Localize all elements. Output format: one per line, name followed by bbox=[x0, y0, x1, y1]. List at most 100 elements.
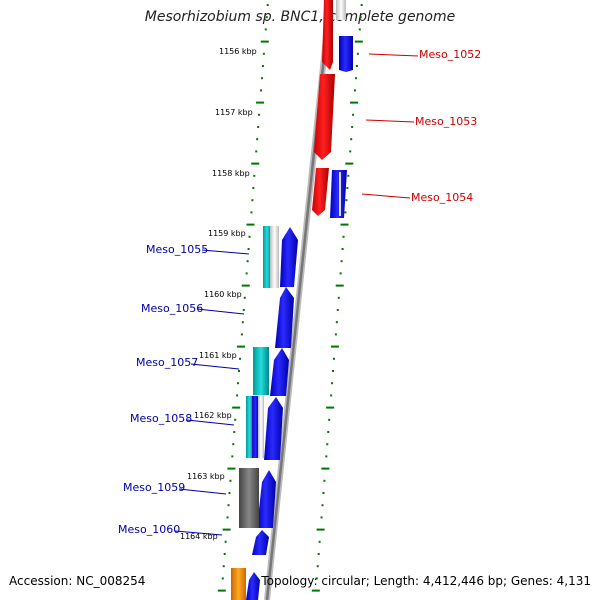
tick-mark bbox=[243, 296, 246, 299]
tick-mark bbox=[358, 28, 361, 31]
tick-mark bbox=[350, 138, 353, 141]
tick-mark bbox=[328, 418, 331, 421]
gene-label-meso-1054[interactable]: Meso_1054 bbox=[411, 191, 473, 204]
tick-mark bbox=[351, 126, 354, 128]
gene-label-meso-1056[interactable]: Meso_1056 bbox=[141, 302, 203, 315]
kbp-label: 1163 kbp bbox=[187, 472, 225, 481]
gene-arrow-meso-1055[interactable] bbox=[280, 227, 298, 287]
gene-arrow-meso-1053[interactable] bbox=[314, 74, 335, 160]
feature-pale-1058 bbox=[258, 396, 264, 458]
tick-mark bbox=[326, 443, 329, 446]
gene-label-meso-1058[interactable]: Meso_1058 bbox=[130, 412, 192, 425]
tick-mark bbox=[242, 309, 245, 311]
tick-mark bbox=[265, 16, 268, 19]
reverse-genes bbox=[231, 226, 298, 600]
tick-mark bbox=[261, 65, 264, 67]
tick-mark bbox=[359, 16, 362, 19]
tick-mark bbox=[352, 113, 355, 116]
tick-mark bbox=[227, 504, 230, 507]
tick-mark bbox=[241, 321, 244, 324]
gene-label-meso-1059[interactable]: Meso_1059 bbox=[123, 481, 185, 494]
gene-label-meso-1060[interactable]: Meso_1060 bbox=[118, 523, 180, 536]
tick-mark bbox=[238, 357, 241, 360]
tick-mark bbox=[253, 174, 256, 177]
feature-blue-1052 bbox=[339, 36, 353, 72]
tick-mark bbox=[360, 4, 363, 6]
tick-mark bbox=[260, 77, 263, 80]
tick-mark bbox=[354, 77, 357, 80]
gene-label-meso-1055[interactable]: Meso_1055 bbox=[146, 243, 208, 256]
tick-mark bbox=[245, 272, 248, 275]
tick-mark bbox=[228, 492, 231, 494]
tick-mark bbox=[260, 40, 269, 43]
tick-mark bbox=[332, 357, 335, 360]
kbp-scale: 1156 kbp 1157 kbp 1158 kbp 1159 kbp 1160… bbox=[180, 47, 257, 541]
tick-mark bbox=[236, 394, 239, 397]
tick-mark bbox=[258, 113, 261, 116]
tick-mark bbox=[350, 101, 359, 104]
gene-labels: Meso_1052 Meso_1053 Meso_1054 Meso_1055 … bbox=[118, 48, 481, 536]
tick-mark bbox=[341, 248, 344, 250]
feature-blue-1058 bbox=[252, 396, 259, 458]
kbp-label: 1164 kbp bbox=[180, 532, 218, 541]
tick-mark bbox=[256, 101, 265, 104]
tick-mark bbox=[326, 406, 335, 409]
tick-mark bbox=[344, 211, 347, 214]
gene-arrow-meso-1058[interactable] bbox=[264, 397, 283, 460]
tick-mark bbox=[222, 528, 231, 531]
gene-arrow-meso-1052[interactable] bbox=[322, 0, 333, 70]
tick-mark bbox=[337, 296, 340, 299]
feature-cyan-1055 bbox=[263, 226, 271, 288]
tick-mark bbox=[354, 40, 363, 43]
tick-mark bbox=[330, 394, 333, 397]
tick-mark bbox=[224, 540, 227, 543]
tick-mark bbox=[315, 577, 318, 580]
tick-mark bbox=[339, 272, 342, 275]
tick-mark bbox=[229, 479, 232, 482]
tick-mark bbox=[236, 345, 245, 348]
tick-mark bbox=[226, 516, 229, 519]
tick-mark bbox=[241, 284, 250, 287]
label-connectors bbox=[174, 53, 419, 536]
forward-genes bbox=[312, 0, 353, 218]
tick-mark bbox=[217, 589, 226, 592]
gene-arrow-meso-1057[interactable] bbox=[270, 348, 289, 396]
tick-mark bbox=[320, 516, 323, 519]
tick-mark bbox=[232, 406, 241, 409]
tick-mark bbox=[347, 174, 350, 177]
tick-mark bbox=[327, 431, 330, 433]
gene-arrow-meso-1056[interactable] bbox=[275, 287, 294, 348]
feature-white-stripe bbox=[339, 172, 341, 216]
tick-mark bbox=[240, 333, 243, 336]
tick-mark bbox=[340, 223, 349, 226]
tick-mark bbox=[223, 553, 226, 555]
tick-mark bbox=[330, 345, 339, 348]
gene-label-meso-1053[interactable]: Meso_1053 bbox=[415, 115, 477, 128]
tick-mark bbox=[316, 565, 319, 568]
gene-arrow-meso-1059[interactable] bbox=[257, 470, 276, 528]
gene-label-meso-1052[interactable]: Meso_1052 bbox=[419, 48, 481, 61]
gene-arrow-meso-1060[interactable] bbox=[252, 530, 269, 555]
tick-mark bbox=[336, 309, 339, 311]
tick-mark bbox=[321, 504, 324, 507]
kbp-label: 1156 kbp bbox=[219, 47, 257, 56]
tick-mark bbox=[332, 370, 335, 372]
tick-mark bbox=[311, 589, 320, 592]
tick-mark bbox=[323, 479, 326, 482]
feature-orange bbox=[231, 568, 246, 600]
feature-gray-1059 bbox=[239, 468, 259, 528]
tick-mark bbox=[221, 577, 224, 580]
gene-arrow-meso-1054[interactable] bbox=[312, 168, 329, 216]
gene-label-meso-1057[interactable]: Meso_1057 bbox=[136, 356, 198, 369]
map-title: Mesorhizobium sp. BNC1, complete genome bbox=[144, 9, 456, 25]
tick-mark bbox=[256, 138, 259, 141]
tick-mark bbox=[321, 467, 330, 470]
tick-mark bbox=[227, 467, 236, 470]
kbp-label: 1159 kbp bbox=[208, 229, 246, 238]
tick-mark bbox=[349, 150, 352, 153]
tick-mark bbox=[345, 199, 348, 202]
tick-mark bbox=[331, 382, 334, 385]
tick-mark bbox=[259, 89, 262, 92]
kbp-label: 1157 kbp bbox=[215, 108, 253, 117]
